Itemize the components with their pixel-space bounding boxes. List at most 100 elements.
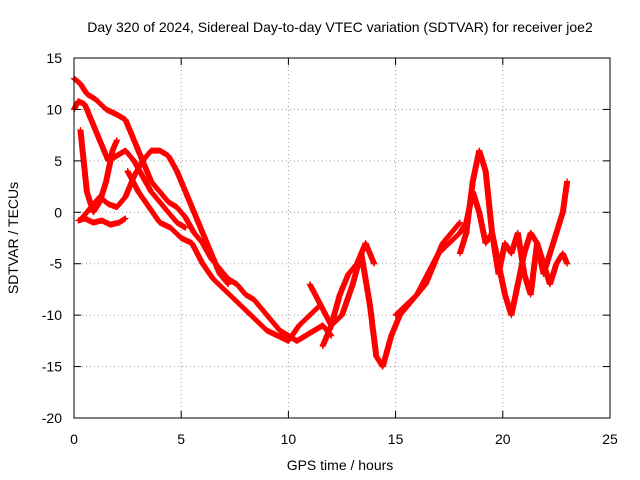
plus-marks [448,220,463,236]
series-track-5 [77,127,120,216]
plus-mark [113,137,120,144]
plus-marks [191,229,206,246]
plus-marks [424,251,442,277]
plus-marks [113,111,128,123]
plot-frame [73,57,611,419]
plus-marks [199,260,216,282]
plus-marks [482,168,495,236]
plus-marks [336,271,352,298]
plus-marks [173,168,189,194]
x-tick-label: 20 [495,431,511,447]
plus-marks [156,147,171,159]
series-track-8 [319,240,378,349]
plus-marks [403,292,420,308]
plus-marks [88,116,103,143]
plus-mark [564,178,571,185]
plus-marks [264,327,280,339]
plus-marks [216,271,231,287]
plus-marks [96,179,109,205]
plus-marks [225,276,240,287]
x-tick-label: 10 [281,431,297,447]
plus-marks [242,307,259,323]
y-axis-label: SDTVAR / TECUs [5,182,21,294]
series-track-7 [306,219,463,370]
plus-marks [156,199,171,215]
plus-marks [146,204,163,225]
plus-marks [306,281,324,308]
plus-marks [122,147,137,164]
plus-marks [182,188,197,215]
series-track-1 [71,75,335,344]
plus-marks [173,219,188,231]
plus-mark [122,215,129,222]
plus-marks [103,106,120,118]
plus-marks [81,101,94,122]
plus-marks [392,302,409,319]
plus-marks [208,250,223,277]
plus-marks [259,307,274,323]
y-tick-label: 5 [54,153,62,169]
y-tick-label: -20 [42,410,62,426]
plus-marks [191,209,206,236]
plus-marks [345,261,360,277]
plus-marks [124,168,141,194]
plus-marks [173,204,188,220]
plus-marks [242,291,257,303]
plus-marks [156,188,171,205]
y-tick-label: -15 [42,359,62,375]
plus-marks [92,96,109,112]
plus-marks [508,282,521,319]
plus-mark [371,260,378,267]
plus-marks [96,137,111,164]
plus-marks [165,209,180,225]
plus-mark [564,260,571,267]
plus-mark [456,219,463,226]
plus-marks [199,229,214,256]
plus-marks [233,281,248,297]
plus-marks [463,179,476,236]
plus-marks [514,229,528,277]
x-tick-label: 0 [70,431,78,447]
plus-marks [339,282,356,319]
plus-marks [148,178,163,195]
plus-marks [165,199,180,210]
axis-ticks: 0 5 10 15 20 25 15 10 5 0 -5 -10 -15 -20 [42,50,618,447]
plus-marks [188,240,206,266]
series-track-6 [124,168,324,344]
plus-marks [139,173,154,194]
plus-marks [547,261,560,288]
plus-marks [135,188,152,210]
plus-mark [182,224,189,231]
plus-marks [476,147,489,174]
plus-marks [285,323,302,344]
series-track-10 [456,147,571,298]
y-tick-label: 0 [54,204,62,220]
plus-marks [559,179,570,216]
plus-marks [319,323,334,349]
plus-marks [276,327,291,339]
series-track-3 [75,215,129,228]
series-track-4 [79,147,232,288]
x-tick-label: 25 [602,431,618,447]
y-tick-label: -10 [42,307,62,323]
chart-title: Day 320 of 2024, Sidereal Day-to-day VTE… [87,19,593,35]
plus-marks [139,148,154,164]
y-tick-label: 10 [46,101,62,117]
plus-marks [167,224,184,241]
x-tick-label: 5 [177,431,185,447]
plus-marks [559,250,570,266]
plus-marks [122,116,137,143]
plus-marks [268,317,283,333]
plus-marks [131,158,146,180]
y-tick-label: -5 [50,256,63,272]
plus-marks [156,219,173,231]
plus-marks [83,91,98,102]
plus-marks [90,199,103,216]
plus-marks [182,214,197,236]
x-tick-label: 15 [388,431,404,447]
plus-marks [388,312,403,339]
plus-marks [165,152,180,174]
plus-marks [294,333,308,344]
plus-marks [77,80,90,97]
plus-marks [446,230,463,247]
